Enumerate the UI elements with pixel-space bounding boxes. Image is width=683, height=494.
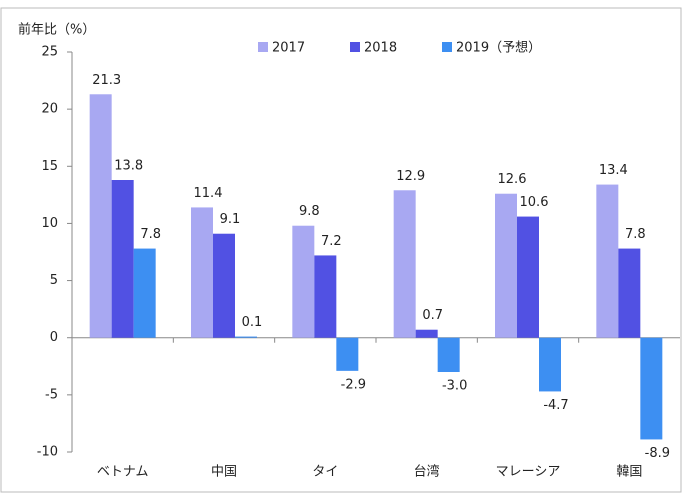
legend-swatch [350, 42, 360, 52]
data-label: -2.9 [341, 377, 366, 392]
x-tick-label: 中国 [211, 465, 237, 480]
frame [0, 7, 682, 493]
bar [640, 337, 663, 440]
x-tick-label: 韓国 [616, 465, 642, 480]
bar [213, 233, 235, 338]
legend-label: 2018 [364, 41, 397, 56]
legend-swatch [442, 42, 452, 52]
bar [517, 216, 539, 338]
y-tick-label: 10 [41, 216, 58, 231]
data-label: -4.7 [543, 398, 568, 413]
bar [415, 329, 438, 338]
data-label: 13.4 [599, 163, 628, 178]
y-tick-label: 25 [41, 45, 58, 60]
bar [539, 337, 561, 392]
bar [292, 225, 315, 338]
data-label: 9.8 [299, 204, 320, 219]
bar [133, 248, 156, 338]
y-axis-label: 前年比（%） [18, 22, 95, 38]
data-label: 21.3 [92, 73, 121, 88]
data-label: 10.6 [520, 195, 549, 210]
x-tick-label: タイ [312, 465, 338, 480]
data-label: 7.8 [140, 227, 161, 242]
bar [393, 190, 416, 338]
data-label: 0.1 [242, 315, 263, 330]
bar [89, 94, 112, 338]
bar [336, 337, 359, 371]
bar [437, 337, 460, 372]
legend-swatch [258, 42, 268, 52]
x-tick-label: 台湾 [414, 464, 440, 480]
data-label: -3.0 [442, 379, 467, 394]
bar [596, 184, 619, 338]
bar [495, 193, 517, 338]
bar [235, 336, 257, 338]
data-label: 12.6 [498, 172, 527, 187]
data-label: 7.2 [321, 234, 342, 249]
x-tick-label: マレーシア [496, 465, 561, 480]
y-tick-label: -10 [37, 445, 58, 460]
bar [191, 207, 213, 338]
x-tick-label: ベトナム [97, 465, 149, 480]
bar [111, 180, 134, 338]
legend-label: 2019（予想） [456, 40, 541, 56]
data-label: 0.7 [422, 308, 443, 323]
y-tick-label: -5 [45, 387, 58, 402]
legend-label: 2017 [272, 41, 305, 56]
y-tick-label: 20 [41, 102, 58, 117]
data-label: 12.9 [396, 169, 425, 184]
y-tick-label: 5 [50, 273, 58, 288]
data-label: 13.8 [114, 159, 143, 174]
bar [618, 248, 641, 338]
bar [314, 255, 337, 338]
data-label: 7.8 [625, 227, 646, 242]
data-label: 11.4 [194, 186, 223, 201]
y-tick-label: 15 [41, 159, 58, 174]
y-tick-label: 0 [50, 330, 58, 345]
data-label: -8.9 [645, 446, 670, 461]
data-label: 9.1 [220, 212, 241, 227]
